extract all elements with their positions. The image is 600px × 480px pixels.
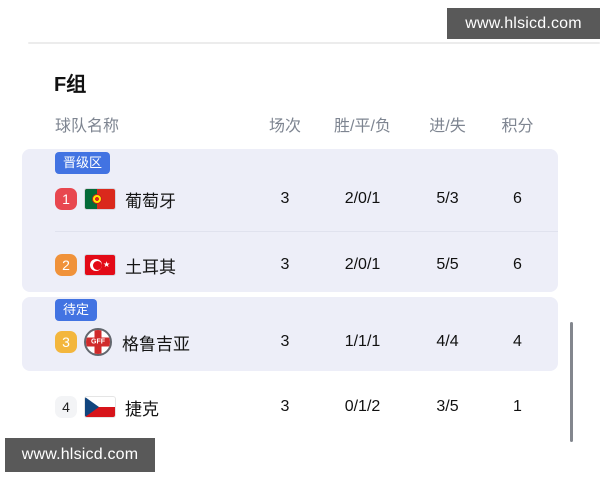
qualification-zone-section: 晋级区 1 葡萄牙 3 2/0/1 5/3 6 2 土耳其 3 2/0/1 5/… [22,149,558,292]
played-value: 3 [280,190,290,207]
pending-zone-badge: 待定 [55,299,98,321]
team-name: 格鲁吉亚 [122,334,190,354]
qualification-zone-badge: 晋级区 [55,152,111,174]
column-header-goals: 进/失 [429,118,466,135]
group-title: F组 [54,74,87,96]
wdl-value: 0/1/2 [344,398,381,415]
column-header-wdl: 胜/平/负 [334,118,391,135]
table-header-row: 球队名称 场次 胜/平/负 进/失 积分 [22,110,558,138]
crest-text: GFF [91,338,105,346]
watermark-top: www.hlsicd.com [447,8,600,39]
points-value: 1 [513,398,522,415]
watermark-bottom: www.hlsicd.com [5,438,155,472]
table-row-turkey[interactable]: 2 土耳其 3 2/0/1 5/5 6 [22,244,558,286]
scrollbar[interactable] [570,322,573,442]
table-row-czech[interactable]: 4 捷克 3 0/1/2 3/5 1 [22,385,558,429]
rank-badge: 3 [55,331,77,353]
points-value: 4 [513,333,522,350]
wdl-value: 1/1/1 [344,333,381,350]
played-value: 3 [280,333,290,350]
column-header-points: 积分 [501,118,534,135]
portugal-flag-icon [85,189,115,209]
wdl-value: 2/0/1 [344,256,381,273]
played-value: 3 [280,256,290,273]
unranked-section: 4 捷克 3 0/1/2 3/5 1 [22,385,558,429]
column-header-team: 球队名称 [55,118,120,135]
row-divider [55,231,558,232]
team-name: 捷克 [125,399,159,419]
turkey-flag-icon [85,255,115,275]
rank-badge: 2 [55,254,77,276]
rank-badge: 4 [55,396,77,418]
points-value: 6 [513,190,522,207]
goals-value: 5/5 [436,256,459,273]
team-name: 土耳其 [125,257,176,277]
wdl-value: 2/0/1 [344,190,381,207]
georgia-crest-icon: GFF [84,328,112,356]
top-divider-line [28,42,600,44]
table-row-georgia[interactable]: 3 GFF 格鲁吉亚 3 1/1/1 4/4 4 [22,321,558,363]
team-name: 葡萄牙 [125,191,176,211]
column-header-played: 场次 [268,118,301,135]
goals-value: 5/3 [436,190,459,207]
goals-value: 4/4 [436,333,459,350]
table-row-portugal[interactable]: 1 葡萄牙 3 2/0/1 5/3 6 [22,178,558,220]
rank-badge: 1 [55,188,77,210]
goals-value: 3/5 [436,398,459,415]
played-value: 3 [280,398,290,415]
points-value: 6 [513,256,522,273]
pending-zone-section: 待定 3 GFF 格鲁吉亚 3 1/1/1 4/4 4 [22,297,558,371]
czech-flag-icon [85,397,115,417]
